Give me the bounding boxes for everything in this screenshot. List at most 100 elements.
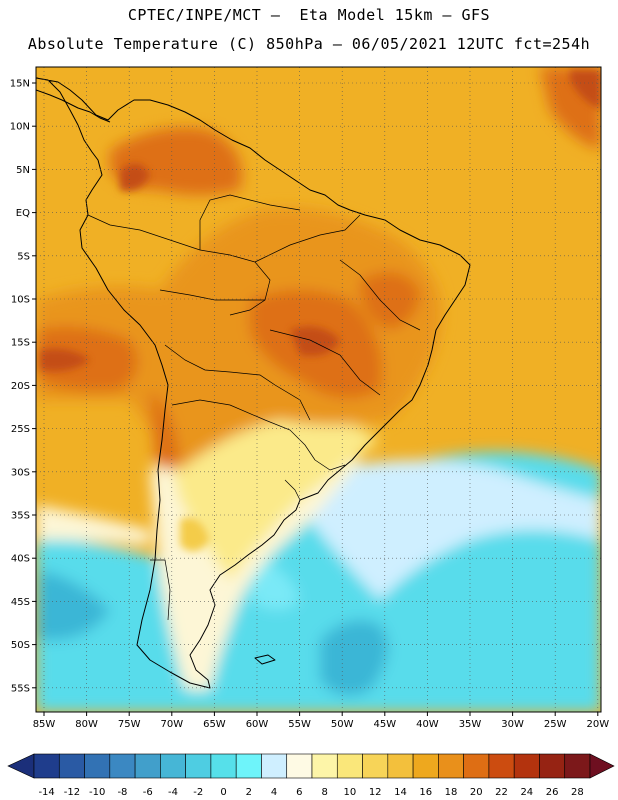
colorbar-label: 28 (571, 787, 584, 798)
colorbar-label: -14 (38, 787, 54, 798)
colorbar-swatch (261, 753, 288, 779)
map-title-line1: CPTEC/INPE/MCT – Eta Model 15km – GFS (127, 6, 491, 24)
lat-tick-label: 40S (11, 554, 30, 565)
border-6 (254, 214, 361, 263)
border-9 (339, 259, 421, 331)
colorbar-swatch (336, 753, 363, 779)
colorbar-label: 12 (369, 787, 382, 798)
lon-tick-label: 25W (544, 719, 567, 730)
lat-tick-label: 25S (11, 424, 30, 435)
colorbar-label: -10 (89, 787, 105, 798)
border-4 (171, 399, 316, 461)
country-borders (87, 194, 421, 621)
border-2 (159, 289, 265, 301)
lat-tick-label: 50S (11, 640, 30, 651)
colorbar-label: 2 (246, 787, 252, 798)
field-deep-patch-2 (36, 570, 110, 640)
colorbar-swatch (488, 753, 515, 779)
lon-tick-label: 85W (33, 719, 56, 730)
colorbar-swatch (160, 753, 186, 779)
lat-tick-label: 15S (11, 338, 30, 349)
colorbar-swatch (513, 753, 540, 779)
colorbar-swatch (33, 753, 60, 779)
field-deep-patch-3 (250, 560, 300, 610)
colorbar-swatch (463, 753, 490, 779)
lon-tick-label: 45W (373, 719, 396, 730)
colorbar-swatch (235, 753, 262, 779)
colorbar-swatch (134, 753, 161, 779)
field-warm-patch (180, 517, 210, 552)
lon-tick-label: 35W (459, 719, 482, 730)
colorbar-swatch (412, 753, 439, 779)
colorbar-label: 8 (321, 787, 327, 798)
field-hot-andes (150, 390, 180, 470)
lon-tick-label: 20W (586, 719, 609, 730)
falkland-islands (254, 654, 276, 665)
lat-tick-label: 5N (16, 165, 30, 176)
longitude-axis: 85W 80W 75W 70W 65W 60W 55W 50W 45W 40W 35W 30W 25W 2… (33, 712, 609, 730)
colorbar-left-arrow (7, 753, 35, 779)
colorbar-swatch (311, 753, 338, 779)
field-hot-central (360, 272, 420, 330)
latitude-axis: 15N 10N 5N EQ 5S 10S 15S 20S 25S 30S 35S 40S 45S 50S 5… (10, 79, 36, 694)
map-frame (35, 66, 602, 713)
colorbar-label: 22 (495, 787, 508, 798)
colorbar-swatch (387, 753, 414, 779)
colorbar-label: -6 (143, 787, 153, 798)
colorbar-swatch (58, 753, 85, 779)
colorbar-label: 24 (520, 787, 533, 798)
colorbar-label: 0 (220, 787, 226, 798)
lon-tick-label: 30W (501, 719, 524, 730)
field-yellow-cone (165, 400, 380, 580)
lon-tick-label: 75W (118, 719, 141, 730)
colorbar-label: -8 (117, 787, 127, 798)
central-america-outline (36, 89, 111, 123)
colorbar-label: 20 (470, 787, 483, 798)
field-very-hot-4 (570, 70, 601, 110)
lon-tick-label: 65W (203, 719, 226, 730)
border-11 (284, 479, 301, 501)
lat-tick-label: 30S (11, 467, 30, 478)
colorbar-label: -2 (193, 787, 203, 798)
temperature-field (36, 67, 601, 712)
lon-tick-label: 70W (160, 719, 183, 730)
colorbar: -14 -12 -10 -8 -6 -4 -2 0 2 4 6 8 10 12 14 16 18 20 22 24 26… (7, 753, 615, 798)
lat-tick-label: 45S (11, 597, 30, 608)
border-7 (199, 194, 301, 250)
colorbar-swatch (438, 753, 464, 779)
lon-tick-label: 50W (331, 719, 354, 730)
field-very-hot-3 (40, 348, 90, 372)
colorbar-swatch (362, 753, 389, 779)
map-title-line2: Absolute Temperature (C) 850hPa – 06/05/… (27, 35, 591, 53)
colorbar-label: -4 (168, 787, 178, 798)
lon-tick-label: 60W (246, 719, 269, 730)
lat-tick-label: EQ (16, 208, 30, 219)
colorbar-label: 16 (419, 787, 432, 798)
colorbar-swatch (539, 753, 566, 779)
lat-tick-label: 55S (11, 683, 30, 694)
border-5 (314, 459, 346, 471)
colorbar-label: 4 (271, 787, 277, 798)
continent-outline (36, 77, 471, 689)
colorbar-label: 26 (546, 787, 559, 798)
field-pale-band (310, 460, 601, 600)
border-8 (269, 329, 381, 396)
lat-tick-label: 5S (17, 251, 30, 262)
colorbar-label: 14 (394, 787, 407, 798)
colorbar-swatch (84, 753, 111, 779)
field-orange (36, 208, 442, 470)
colorbar-label: 18 (445, 787, 458, 798)
border-10 (150, 559, 171, 621)
colorbar-right-arrow (589, 753, 615, 779)
border-3 (164, 344, 311, 421)
border-1 (87, 214, 271, 316)
field-very-hot-2 (120, 163, 150, 191)
lat-tick-label: 10S (11, 295, 30, 306)
lat-tick-label: 10N (10, 122, 30, 133)
lat-tick-label: 35S (11, 511, 30, 522)
colorbar-swatch (210, 753, 237, 779)
lon-tick-label: 80W (75, 719, 98, 730)
lon-tick-label: 55W (288, 719, 311, 730)
coastlines (36, 77, 471, 689)
